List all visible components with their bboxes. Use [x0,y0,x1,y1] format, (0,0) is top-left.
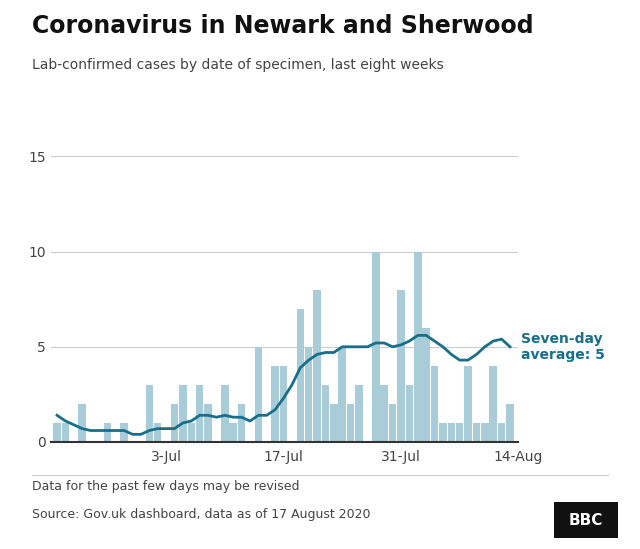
Bar [490,366,497,442]
Text: Data for the past few days may be revised: Data for the past few days may be revise… [32,480,300,494]
Bar [179,385,187,442]
Bar [439,423,447,442]
Bar [431,366,438,442]
Bar [188,423,195,442]
Text: BBC: BBC [568,513,603,528]
Bar [271,366,279,442]
Bar [314,290,321,442]
Bar [104,423,111,442]
Bar [372,251,380,442]
Bar [330,404,338,442]
Bar [498,423,506,442]
Text: Seven-day
average: 5: Seven-day average: 5 [521,332,605,362]
Bar [79,404,86,442]
Bar [280,366,287,442]
Bar [389,404,396,442]
Bar [456,423,463,442]
Text: Coronavirus in Newark and Sherwood: Coronavirus in Newark and Sherwood [32,14,534,38]
Bar [61,423,69,442]
Text: Source: Gov.uk dashboard, data as of 17 August 2020: Source: Gov.uk dashboard, data as of 17 … [32,508,371,521]
Bar [464,366,472,442]
Text: Lab-confirmed cases by date of specimen, last eight weeks: Lab-confirmed cases by date of specimen,… [32,58,444,72]
Bar [255,347,262,442]
Bar [380,385,388,442]
Bar [339,347,346,442]
Bar [53,423,61,442]
Bar [322,385,329,442]
Bar [196,385,204,442]
Bar [506,404,514,442]
Bar [406,385,413,442]
Bar [422,328,430,442]
Bar [154,423,161,442]
Bar [447,423,455,442]
Bar [238,404,245,442]
Bar [355,385,363,442]
Bar [145,385,153,442]
Bar [473,423,480,442]
Bar [171,404,179,442]
Bar [120,423,128,442]
Bar [296,309,304,442]
Bar [414,251,422,442]
Bar [221,385,228,442]
Bar [481,423,488,442]
Bar [305,347,312,442]
Bar [230,423,237,442]
Bar [204,404,212,442]
Bar [347,404,355,442]
Bar [397,290,404,442]
